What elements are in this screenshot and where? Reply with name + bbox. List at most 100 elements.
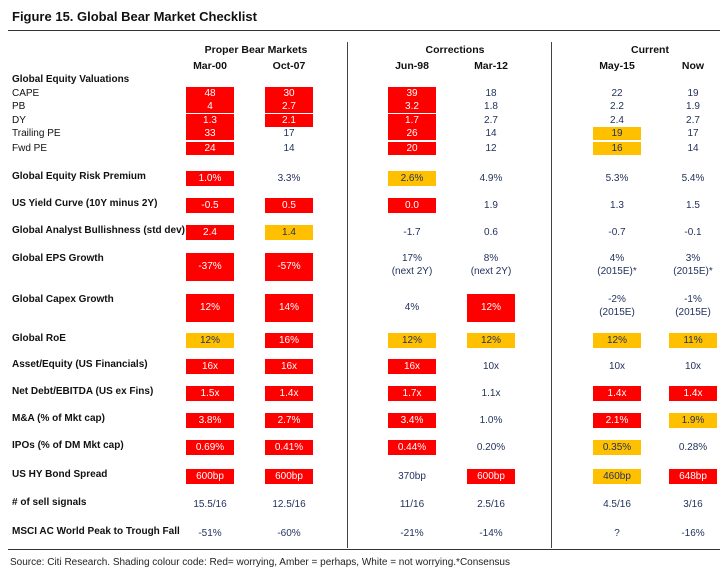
table-cell: 3/16 [683, 499, 703, 510]
column-header: May-15 [599, 60, 635, 72]
table-cell: -0.7 [608, 227, 626, 238]
row-label: Asset/Equity (US Financials) [12, 359, 148, 370]
table-cell: 1.3 [186, 114, 234, 127]
table-cell: 2.5/16 [477, 499, 505, 510]
table-cell: 10x [608, 361, 626, 372]
figure-title: Figure 15. Global Bear Market Checklist [12, 9, 257, 24]
table-cell: 0.44% [388, 440, 436, 455]
table-cell: 12% [186, 333, 234, 348]
table-cell: 1.0% [479, 415, 503, 426]
table-cell: 10x [482, 361, 500, 372]
table-cell: 5.3% [605, 173, 629, 184]
table-cell: -14% [479, 528, 503, 539]
table-cell: 18 [485, 88, 497, 99]
table-cell: -37% [186, 253, 234, 281]
table-cell: 648bp [669, 469, 717, 484]
table-cell: 1.1x [481, 388, 501, 399]
table-cell: 14% [265, 294, 313, 322]
table-cell: 17 [283, 128, 295, 139]
table-cell: 370bp [398, 471, 426, 482]
row-label: Trailing PE [12, 128, 61, 139]
table-cell: 4.9% [479, 173, 503, 184]
column-header: Jun-98 [395, 60, 429, 72]
table-cell: 0.6 [484, 227, 498, 238]
group-header-proper-bear: Proper Bear Markets [204, 44, 308, 56]
table-cell: 19 [593, 127, 641, 140]
table-cell: 2.4 [186, 225, 234, 240]
cell-note: (2015E) [675, 306, 711, 318]
table-cell: 20 [388, 142, 436, 155]
table-cell: 16x [186, 359, 234, 374]
table-cell: 1.9 [686, 101, 700, 112]
table-cell: 14 [687, 143, 699, 154]
table-cell: 11% [669, 333, 717, 348]
table-cell: 17 [687, 128, 699, 139]
table-cell: 2.4 [610, 115, 624, 126]
table-cell: -0.5 [186, 198, 234, 213]
column-header: Now [681, 60, 705, 72]
cell-value: 17% [401, 253, 422, 264]
table-cell: -0.1 [684, 227, 702, 238]
row-label: # of sell signals [12, 497, 87, 508]
table-cell: 12% [467, 294, 515, 322]
table-cell: 16 [593, 142, 641, 155]
table-cell: 17% (next 2Y) [388, 253, 436, 281]
table-cell: 0.0 [388, 198, 436, 213]
table-cell: 5.4% [681, 173, 705, 184]
table-cell: 1.4x [593, 386, 641, 401]
table-cell: 2.1% [593, 413, 641, 428]
column-divider [551, 42, 552, 548]
cell-value: 3% [685, 253, 701, 264]
table-cell: 1.8 [484, 101, 498, 112]
table-cell: 1.7x [388, 386, 436, 401]
table-cell: 3.2 [388, 100, 436, 113]
table-cell: 48 [186, 87, 234, 100]
table-cell: 19 [687, 88, 699, 99]
table-cell: 2.1 [265, 114, 313, 127]
table-cell: 1.3 [610, 200, 624, 211]
cell-value: 4% [609, 253, 625, 264]
table-cell: -60% [277, 528, 301, 539]
table-cell: 14 [283, 143, 295, 154]
table-cell: -1% (2015E) [669, 294, 717, 322]
table-cell: 16x [265, 359, 313, 374]
table-cell: 11/16 [399, 499, 425, 510]
bottom-rule [8, 549, 720, 550]
table-cell: 26 [388, 127, 436, 140]
table-cell: 2.7 [686, 115, 700, 126]
row-label: PB [12, 101, 26, 112]
table-cell: 1.0% [186, 171, 234, 186]
table-cell: 33 [186, 127, 234, 140]
row-label: US HY Bond Spread [12, 469, 108, 480]
table-cell: 4.5/16 [603, 499, 631, 510]
row-label: MSCI AC World Peak to Trough Fall [12, 526, 180, 537]
row-label: IPOs (% of DM Mkt cap) [12, 440, 124, 451]
table-cell: 1.5x [186, 386, 234, 401]
table-cell: -57% [265, 253, 313, 281]
cell-note: (next 2Y) [470, 265, 512, 277]
table-cell: 1.9 [484, 200, 498, 211]
table-cell: 2.7 [265, 100, 313, 113]
group-header-current: Current [631, 44, 669, 56]
row-label: Global Capex Growth [12, 294, 114, 305]
row-label: US Yield Curve (10Y minus 2Y) [12, 198, 158, 209]
table-cell: 600bp [467, 469, 515, 484]
table-cell: 2.7% [265, 413, 313, 428]
table-cell: 10x [684, 361, 702, 372]
row-label: M&A (% of Mkt cap) [12, 413, 105, 424]
row-label: Global EPS Growth [12, 253, 104, 264]
table-cell: 0.69% [186, 440, 234, 455]
cell-note: (next 2Y) [391, 265, 433, 277]
group-header-corrections: Corrections [425, 44, 485, 56]
table-cell: 4 [186, 100, 234, 113]
table-cell: 0.28% [678, 442, 708, 453]
row-label: CAPE [12, 88, 40, 99]
cell-note: (2015E)* [597, 265, 637, 277]
table-cell: 0.41% [265, 440, 313, 455]
cell-value: -1% [684, 294, 702, 305]
table-cell: -1.7 [403, 227, 421, 238]
table-cell: 12 [485, 143, 497, 154]
table-cell: 30 [265, 87, 313, 100]
table-cell: 22 [611, 88, 623, 99]
table-cell: 2.2 [610, 101, 624, 112]
